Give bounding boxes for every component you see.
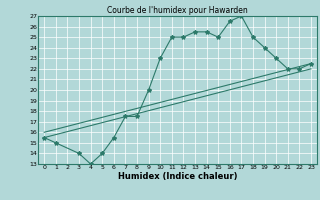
X-axis label: Humidex (Indice chaleur): Humidex (Indice chaleur) — [118, 172, 237, 181]
Title: Courbe de l'humidex pour Hawarden: Courbe de l'humidex pour Hawarden — [107, 6, 248, 15]
